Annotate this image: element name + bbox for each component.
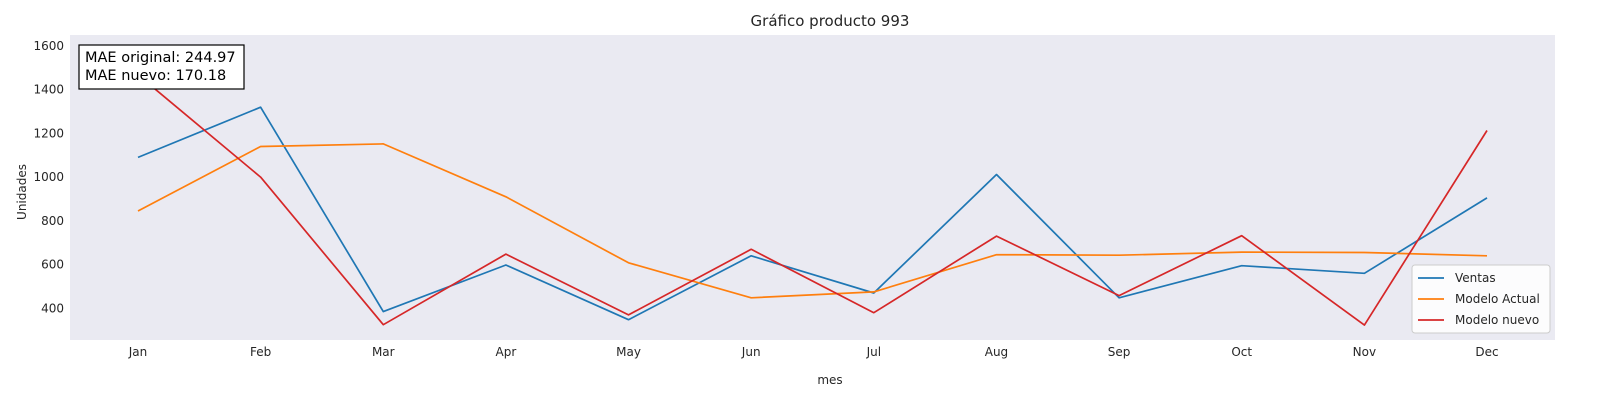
chart-title: Gráfico producto 993 [751, 12, 910, 30]
x-tick-label: Apr [496, 345, 517, 359]
y-tick-label: 1400 [33, 83, 64, 97]
x-tick-label: Jun [741, 345, 761, 359]
y-tick-label: 1600 [33, 39, 64, 53]
x-tick-label: May [616, 345, 641, 359]
x-tick-label: Jul [866, 345, 881, 359]
x-axis-label: mes [817, 373, 842, 387]
series-lines [137, 74, 1488, 326]
legend: Ventas Modelo Actual Modelo nuevo [1411, 264, 1551, 334]
mae-box [78, 44, 245, 90]
x-tick-label: Nov [1353, 345, 1376, 359]
y-axis-label: Unidades [15, 164, 29, 220]
legend-box [1411, 264, 1551, 334]
legend-label: Modelo nuevo [1455, 313, 1539, 327]
mae-nuevo-text: MAE nuevo: 170.18 [85, 68, 226, 84]
x-tick-label: Aug [985, 345, 1008, 359]
y-tick-label: 800 [41, 214, 64, 228]
series-line [137, 74, 1488, 326]
mae-original-text: MAE original: 244.97 [85, 50, 236, 66]
y-tick-label: 600 [41, 258, 64, 272]
x-tick-label: Sep [1108, 345, 1131, 359]
legend-label: Ventas [1455, 271, 1496, 285]
x-tick-label: Dec [1475, 345, 1498, 359]
y-tick-label: 1200 [33, 126, 64, 140]
mae-annotation-box: MAE original: 244.97 MAE nuevo: 170.18 [78, 44, 245, 90]
plot-area [70, 35, 1555, 340]
tick-labels: Jan Feb Mar Apr May Jun Jul Aug Sep Oct Nov Dec 400 6… [33, 39, 1498, 359]
y-tick-label: 400 [41, 301, 64, 315]
x-tick-label: Oct [1231, 345, 1252, 359]
series-line [137, 143, 1488, 299]
x-tick-label: Mar [372, 345, 395, 359]
x-tick-label: Jan [128, 345, 148, 359]
legend-label: Modelo Actual [1455, 292, 1540, 306]
y-tick-label: 1000 [33, 170, 64, 184]
series-line [137, 106, 1488, 321]
x-tick-label: Feb [250, 345, 271, 359]
